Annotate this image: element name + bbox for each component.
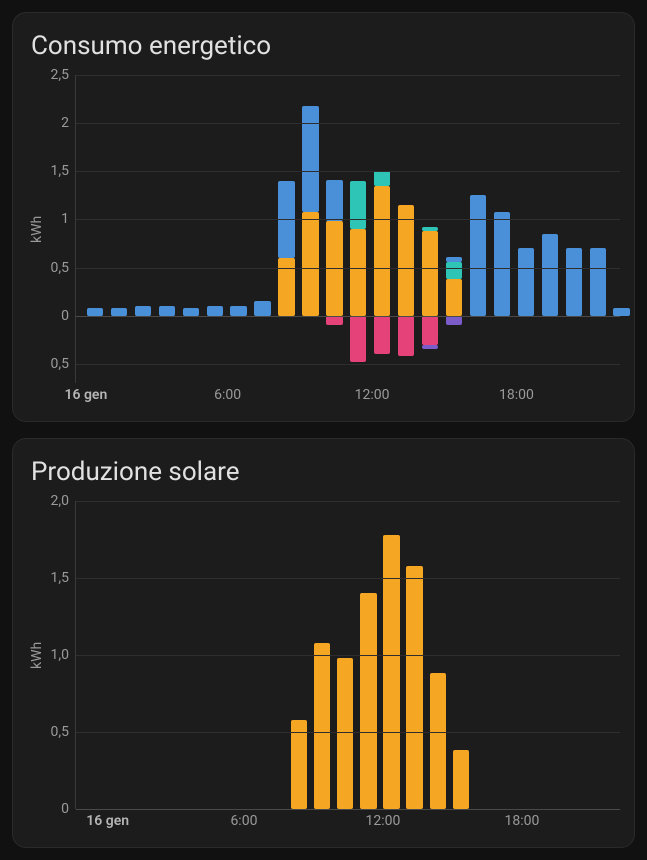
bar — [302, 75, 318, 383]
x-tick: 6:00 — [230, 813, 257, 829]
plot-area — [75, 501, 620, 809]
bar — [422, 75, 438, 383]
plot-area — [75, 75, 620, 383]
y-tick: 0 — [61, 308, 69, 324]
y-tick: 2 — [61, 115, 69, 131]
energy-consumption-card: Consumo energetico kWh 2,5 2 1,5 1 0,5 0 0,5 1… — [12, 12, 635, 422]
y-tick: 1,5 — [51, 163, 70, 179]
y-axis-ticks: 2,521,510,500,5 — [47, 75, 75, 383]
bar — [278, 75, 294, 383]
x-tick: 18:00 — [504, 813, 539, 829]
y-tick: 2,0 — [51, 493, 70, 509]
bar — [207, 75, 223, 383]
y-axis-label: kWh — [27, 501, 47, 809]
bar — [111, 75, 127, 383]
bar — [518, 75, 534, 383]
y-axis-label: kWh — [27, 75, 47, 383]
bar — [613, 75, 629, 383]
bar — [374, 75, 390, 383]
bar — [446, 75, 462, 383]
bar — [566, 75, 582, 383]
y-axis-ticks: 2,01,51,00,50 — [47, 501, 75, 809]
bar — [135, 75, 151, 383]
x-tick: 6:00 — [214, 387, 241, 403]
bar — [350, 75, 366, 383]
x-axis-ticks: 16 gen 6:00 12:00 18:00 — [75, 809, 620, 833]
x-tick: 16 gen — [64, 387, 107, 403]
x-tick: 16 gen — [86, 813, 129, 829]
x-tick: 18:00 — [499, 387, 534, 403]
bar — [230, 75, 246, 383]
y-tick: 0,5 — [51, 260, 70, 276]
chart-area: kWh 2,01,51,00,50 16 gen6:0012:0018:00 — [27, 501, 620, 833]
bar — [398, 75, 414, 383]
x-tick: 12:00 — [355, 387, 390, 403]
y-tick: 1,0 — [51, 647, 70, 663]
bar — [590, 75, 606, 383]
bar — [159, 75, 175, 383]
y-tick: 0,5 — [51, 724, 70, 740]
chart-title: Produzione solare — [31, 457, 620, 487]
y-tick: 1,5 — [51, 570, 70, 586]
bar — [494, 75, 510, 383]
bar — [183, 75, 199, 383]
bar — [542, 75, 558, 383]
bar — [87, 75, 103, 383]
y-tick: 1 — [61, 211, 69, 227]
bar — [254, 75, 270, 383]
bar — [470, 75, 486, 383]
y-tick: 2,5 — [51, 67, 70, 83]
x-axis-ticks: 16 gen6:0012:0018:00 — [75, 383, 620, 407]
solar-production-card: Produzione solare kWh 2,0 1,5 1,0 0,5 0 16 g… — [12, 438, 635, 848]
x-tick: 12:00 — [365, 813, 400, 829]
y-tick: 0,5 — [51, 356, 70, 372]
bar — [326, 75, 342, 383]
chart-title: Consumo energetico — [31, 31, 620, 61]
chart-area: kWh 2,521,510,500,5 16 gen6:0012:0018:00 — [27, 75, 620, 407]
y-tick: 0 — [61, 801, 69, 817]
